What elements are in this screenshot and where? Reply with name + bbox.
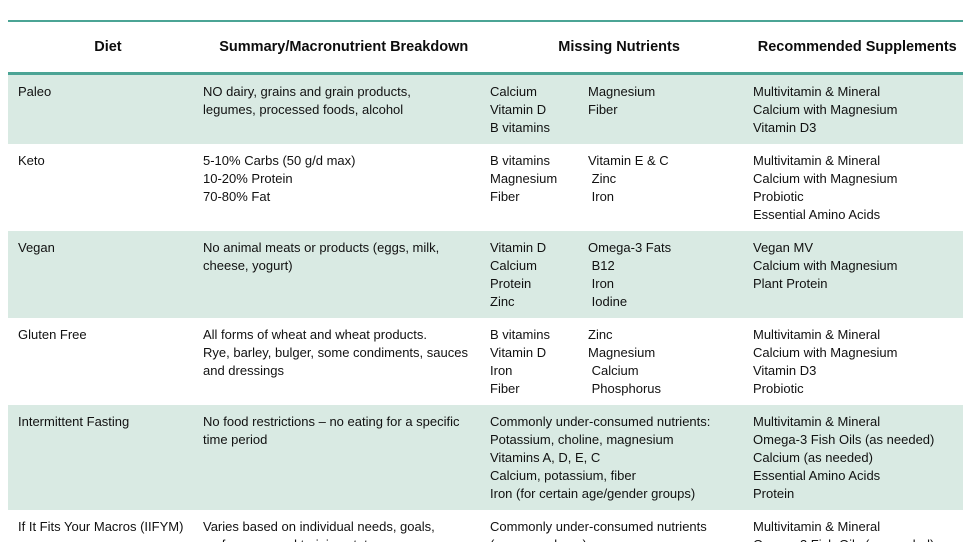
table-header-row: Diet Summary/Macronutrient Breakdown Mis… xyxy=(8,22,963,75)
missing-nutrients-col1: Vitamin D Calcium Protein Zinc xyxy=(490,240,547,309)
missing-nutrients-col2: Magnesium Fiber xyxy=(588,84,656,117)
summary-text: All forms of wheat and wheat products. R… xyxy=(203,327,468,378)
header-missing-nutrients: Missing Nutrients xyxy=(558,39,680,55)
summary-text: Varies based on individual needs, goals,… xyxy=(203,519,435,542)
missing-nutrients-col2: Zinc Magnesium Calcium Phosphorus xyxy=(588,327,662,396)
recommended-supplements: Multivitamin & Mineral Omega-3 Fish Oils… xyxy=(753,414,935,501)
table-row: If It Fits Your Macros (IIFYM) Varies ba… xyxy=(8,510,963,542)
recommended-supplements: Multivitamin & Mineral Calcium with Magn… xyxy=(753,327,898,396)
summary-text: 5-10% Carbs (50 g/d max) 10-20% Protein … xyxy=(203,153,356,204)
diet-name: Gluten Free xyxy=(18,327,87,342)
table-row: Vegan No animal meats or products (eggs,… xyxy=(8,231,963,318)
missing-nutrients-col1: B vitamins Magnesium Fiber xyxy=(490,153,558,204)
missing-nutrients: Vitamin D Calcium Protein Zinc Omega-3 F… xyxy=(483,231,748,318)
diet-comparison-table: Diet Summary/Macronutrient Breakdown Mis… xyxy=(8,20,963,542)
missing-nutrients: Commonly under-consumed nutrients (same … xyxy=(490,519,707,542)
summary-text: No animal meats or products (eggs, milk,… xyxy=(203,240,440,273)
header-recommended-supplements: Recommended Supplements xyxy=(757,39,957,55)
recommended-supplements: Multivitamin & Mineral Calcium with Magn… xyxy=(753,153,898,222)
recommended-supplements: Multivitamin & Mineral Calcium with Magn… xyxy=(753,84,898,135)
recommended-supplements: Multivitamin & Mineral Omega-3 Fish Oils… xyxy=(753,519,934,542)
table-row: Paleo NO dairy, grains and grain product… xyxy=(8,75,963,144)
missing-nutrients-col1: B vitamins Vitamin D Iron Fiber xyxy=(490,327,550,396)
missing-nutrients-col1: Calcium Vitamin D B vitamins xyxy=(490,84,550,135)
table-row: Intermittent Fasting No food restriction… xyxy=(8,405,963,510)
diet-name: Paleo xyxy=(18,84,52,99)
summary-text: No food restrictions – no eating for a s… xyxy=(203,414,460,447)
missing-nutrients: B vitamins Vitamin D Iron Fiber Zinc Mag… xyxy=(483,318,748,405)
missing-nutrients: B vitamins Magnesium Fiber Vitamin E & C… xyxy=(483,144,748,231)
header-diet: Diet xyxy=(94,39,122,55)
table-row: Keto 5-10% Carbs (50 g/d max) 10-20% Pro… xyxy=(8,144,963,231)
missing-nutrients-col2: Vitamin E & C Zinc Iron xyxy=(588,153,669,204)
missing-nutrients: Commonly under-consumed nutrients: Potas… xyxy=(490,414,711,501)
diet-name: If It Fits Your Macros (IIFYM) xyxy=(18,519,184,534)
summary-text: NO dairy, grains and grain products, leg… xyxy=(203,84,411,117)
diet-name: Vegan xyxy=(18,240,55,255)
table-row: Gluten Free All forms of wheat and wheat… xyxy=(8,318,963,405)
header-summary: Summary/Macronutrient Breakdown xyxy=(219,39,469,55)
recommended-supplements: Vegan MV Calcium with Magnesium Plant Pr… xyxy=(753,240,898,291)
diet-name: Intermittent Fasting xyxy=(18,414,130,429)
missing-nutrients-col2: Omega-3 Fats B12 Iron Iodine xyxy=(588,240,672,309)
missing-nutrients: Calcium Vitamin D B vitamins Magnesium F… xyxy=(483,75,748,144)
diet-name: Keto xyxy=(18,153,45,168)
